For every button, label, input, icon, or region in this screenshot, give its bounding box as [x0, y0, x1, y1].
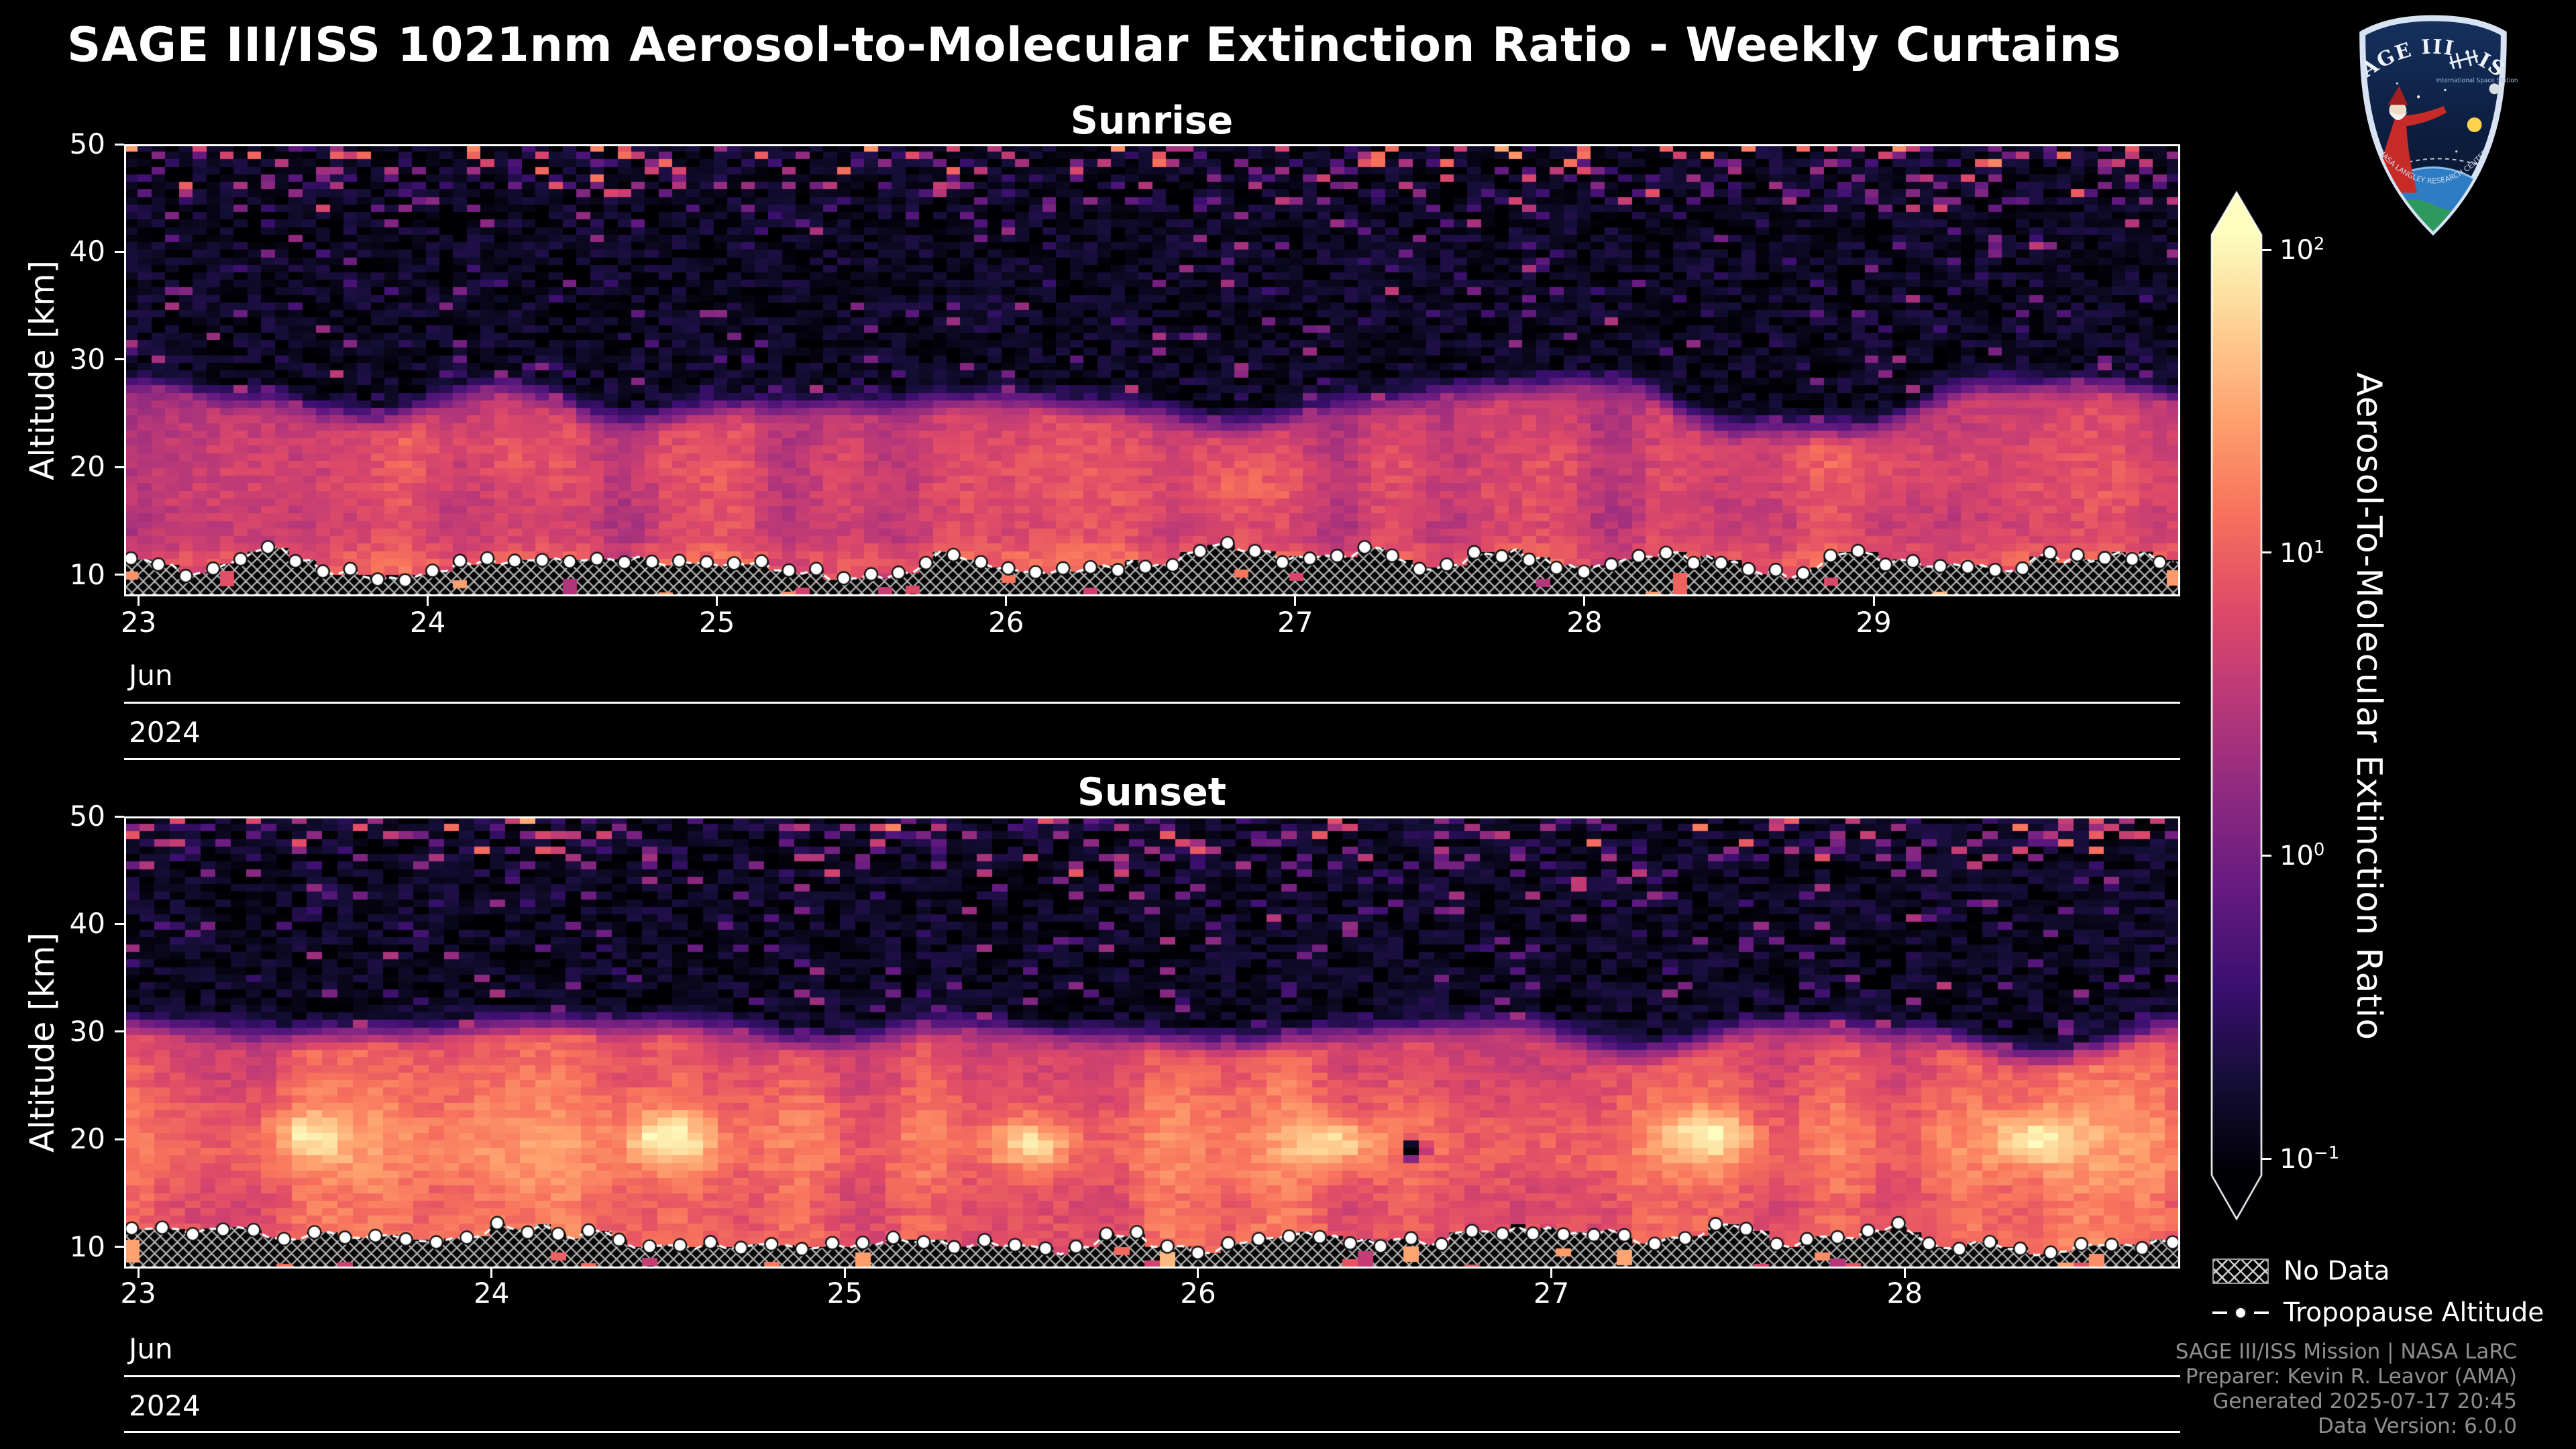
month-label-sunrise: Jun [129, 659, 173, 692]
logo-sun [2467, 117, 2482, 132]
x-tick-mark-sunrise [138, 596, 140, 606]
x-tick-label-sunrise: 28 [1566, 606, 1603, 639]
tropopause-legend-label: Tropopause Altitude [2284, 1297, 2544, 1328]
credits-block: SAGE III/ISS Mission | NASA LaRC Prepare… [2176, 1340, 2517, 1439]
year-axis-line-sunset [124, 1431, 2180, 1433]
x-tick-label-sunrise: 24 [409, 606, 446, 639]
sage-iii-iss-logo: SAGE III · ISS International Space Stati… [2333, 11, 2518, 239]
legend-dash-icon [2254, 1311, 2269, 1314]
x-tick-label-sunset: 24 [473, 1277, 510, 1309]
y-tick-mark-sunset [115, 1030, 124, 1033]
y-tick-label-sunset: 40 [69, 907, 105, 941]
x-tick-label-sunset: 27 [1533, 1277, 1570, 1309]
credits-version-line: Data Version: 6.0.0 [2317, 1414, 2517, 1438]
x-tick-mark-sunset [1903, 1269, 1906, 1278]
y-tick-mark-sunrise [115, 358, 124, 361]
panel-title-sunrise: Sunrise [1070, 99, 1234, 143]
legend-dash-icon [2212, 1311, 2227, 1314]
credits-preparer-line: Preparer: Kevin R. Leavor (AMA) [2185, 1364, 2517, 1389]
x-tick-mark-sunset [1550, 1269, 1553, 1278]
x-tick-label-sunset: 28 [1886, 1277, 1923, 1309]
logo-moon [2489, 83, 2500, 95]
year-label-sunrise: 2024 [129, 716, 201, 749]
year-label-sunset: 2024 [129, 1389, 201, 1422]
y-tick-mark-sunrise [115, 143, 124, 146]
x-tick-mark-sunrise [427, 596, 429, 606]
legend-marker-dot-icon [2234, 1306, 2247, 1320]
colorbar-tick-mark [2261, 854, 2271, 857]
colorbar-tick-label: 102 [2279, 233, 2325, 266]
y-tick-label-sunset: 10 [69, 1230, 105, 1263]
y-tick-mark-sunset [115, 922, 124, 925]
y-tick-mark-sunrise [115, 250, 124, 253]
logo-iss-sketch [2449, 50, 2479, 70]
year-axis-line-sunrise [124, 758, 2180, 760]
colorbar-tick-label: 100 [2279, 840, 2325, 872]
month-axis-line-sunrise [124, 702, 2180, 704]
y-tick-label-sunrise: 10 [69, 557, 105, 591]
y-tick-label-sunrise: 20 [69, 450, 105, 484]
x-tick-mark-sunrise [1583, 596, 1586, 606]
y-tick-mark-sunset [115, 1138, 124, 1140]
x-tick-label-sunrise: 23 [120, 606, 157, 639]
y-tick-label-sunset: 20 [69, 1122, 105, 1156]
x-tick-mark-sunset [137, 1269, 140, 1278]
credits-generated-line: Generated 2025-07-17 20:45 [2212, 1389, 2517, 1413]
panel-title-sunset: Sunset [1077, 770, 1227, 814]
colorbar-label: Aerosol-To-Molecular Extinction Ratio [2349, 372, 2389, 1041]
logo-subtitle-text: International Space Station [2436, 77, 2518, 84]
colorbar-tick-label: 101 [2279, 537, 2325, 569]
colorbar [2210, 191, 2277, 1221]
x-tick-mark-sunset [843, 1269, 846, 1278]
y-tick-label-sunset: 30 [69, 1014, 105, 1048]
x-tick-label-sunrise: 26 [988, 606, 1024, 639]
x-tick-mark-sunset [1197, 1269, 1199, 1278]
x-tick-mark-sunrise [1294, 596, 1297, 606]
no-data-legend-label: No Data [2284, 1256, 2390, 1287]
y-tick-mark-sunset [115, 1246, 124, 1248]
y-tick-mark-sunset [115, 815, 124, 818]
x-tick-mark-sunrise [1005, 596, 1008, 606]
y-tick-label-sunset: 50 [69, 800, 105, 833]
y-tick-mark-sunrise [115, 574, 124, 576]
y-tick-mark-sunrise [115, 466, 124, 468]
no-data-legend-swatch [2212, 1258, 2269, 1284]
y-tick-label-sunrise: 50 [69, 127, 105, 160]
colorbar-tick-mark [2261, 1157, 2271, 1160]
y-tick-label-sunrise: 40 [69, 235, 105, 268]
page-title: SAGE III/ISS 1021nm Aerosol-to-Molecular… [67, 17, 2121, 72]
month-label-sunset: Jun [129, 1332, 173, 1365]
y-tick-label-sunrise: 30 [69, 342, 105, 376]
sunrise-heatmap-canvas [124, 144, 2180, 596]
x-tick-mark-sunrise [1872, 596, 1875, 606]
colorbar-tick-mark [2261, 248, 2271, 251]
sunset-heatmap-canvas [124, 816, 2180, 1269]
x-tick-label-sunset: 25 [826, 1277, 863, 1309]
x-tick-label-sunrise: 29 [1856, 606, 1892, 639]
x-tick-label-sunset: 23 [120, 1277, 156, 1309]
x-tick-mark-sunrise [716, 596, 718, 606]
month-axis-line-sunset [124, 1375, 2180, 1377]
colorbar-tick-mark [2261, 551, 2271, 554]
tropopause-legend-marker [2212, 1300, 2269, 1326]
x-tick-label-sunset: 26 [1180, 1277, 1216, 1309]
x-tick-label-sunrise: 27 [1277, 606, 1313, 639]
x-tick-label-sunrise: 25 [698, 606, 735, 639]
x-tick-mark-sunset [490, 1269, 493, 1278]
credits-mission-line: SAGE III/ISS Mission | NASA LaRC [2175, 1340, 2517, 1364]
colorbar-tick-label: 10−1 [2279, 1142, 2340, 1175]
